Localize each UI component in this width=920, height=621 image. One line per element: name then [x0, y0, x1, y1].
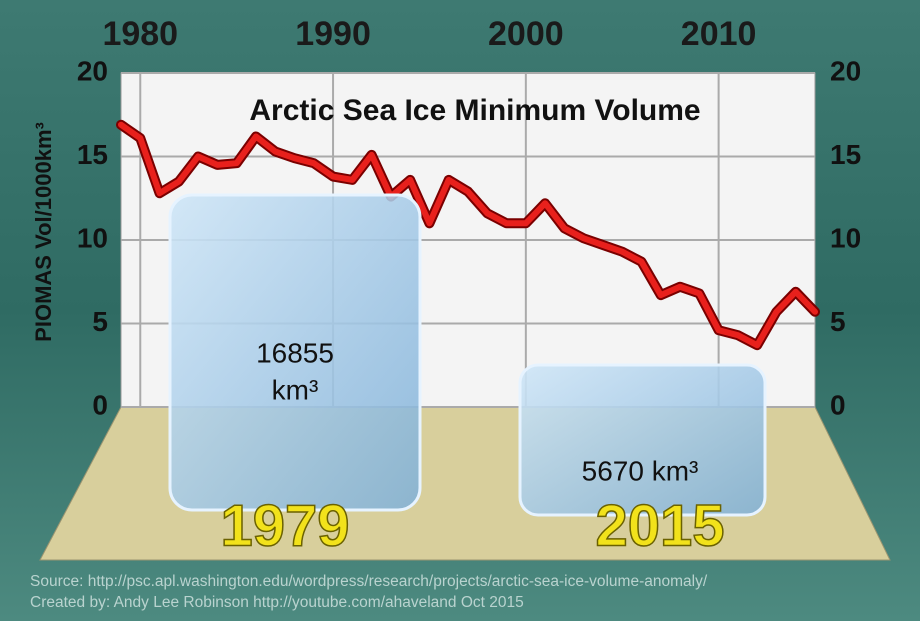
series — [116, 119, 820, 351]
x-tick-label: 2010 — [681, 15, 757, 53]
x-tick-label: 1990 — [295, 15, 371, 53]
x-tick-label: 1980 — [102, 15, 178, 53]
y-tick-label: 15 — [77, 139, 108, 170]
ice-cube — [168, 193, 422, 512]
annotation: 16855 — [256, 337, 334, 368]
source: Source: http://psc.apl.washington.edu/wo… — [30, 573, 708, 590]
y-axis-label: PIOMAS Vol/1000km³ — [31, 122, 56, 342]
year-label: 2015 — [595, 493, 724, 558]
y-tick-label: 15 — [830, 139, 861, 170]
ice-cube — [518, 363, 767, 517]
annotation: 5670 km³ — [582, 455, 699, 486]
y-tick-label: 10 — [830, 222, 861, 253]
y-tick-label: 0 — [92, 389, 108, 420]
x-tick-label: 2000 — [488, 15, 564, 53]
y-tick-label: 10 — [77, 222, 108, 253]
y-tick-label: 20 — [830, 55, 861, 86]
source: Created by: Andy Lee Robinson http://you… — [30, 594, 524, 611]
y-tick-label: 5 — [830, 306, 846, 337]
y-tick-label: 5 — [92, 306, 108, 337]
line — [118, 121, 818, 349]
annotation: km³ — [272, 374, 319, 405]
y-tick-label: 20 — [77, 55, 108, 86]
year-label: 1979 — [220, 493, 349, 558]
chart-title: Arctic Sea Ice Minimum Volume — [249, 94, 700, 127]
y-tick-label: 0 — [830, 389, 846, 420]
